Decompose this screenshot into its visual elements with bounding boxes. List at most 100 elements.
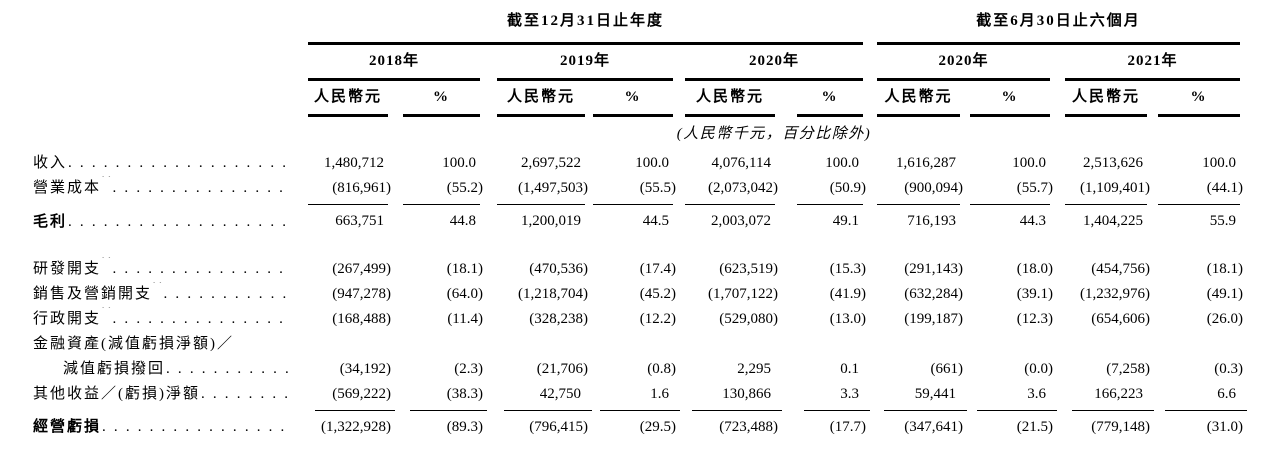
cell-value: 1,480,712 (324, 155, 384, 171)
cell-value: 663,751 (308, 204, 388, 235)
table-row: 經營虧損 (1,322,928) (89.3) (796,415)(29.5) (723… (0, 409, 1247, 441)
cell-value: 4,076,114 (711, 155, 771, 171)
cell-value: 44.8 (403, 204, 480, 235)
dot-leader (164, 282, 290, 307)
dot-leader (113, 257, 290, 282)
cell-value: (1,218,704) (518, 285, 588, 302)
row-label-text: 其他收益／(虧損)淨額 (33, 385, 200, 402)
row-label: 營業成本(1) (0, 176, 308, 201)
cell-value: (64.0) (446, 285, 483, 302)
unit-note-row: (人民幣千元，百分比除外) (0, 117, 1240, 151)
row-label: 研發開支(1) (0, 257, 308, 282)
footnote-marker: (1) (101, 257, 112, 278)
period-header-row: 截至12月31日止年度 截至6月30日止六個月 (0, 1, 1240, 45)
row-label-text: 研發開支 (33, 260, 102, 277)
year-header-2021-interim: 2021年 (1065, 45, 1240, 81)
cell-value: (7,258) (1106, 360, 1150, 377)
cell-value: (1,497,503) (518, 180, 588, 196)
dot-leader (68, 151, 290, 176)
cell-value: (12.3) (1016, 310, 1053, 327)
row-label: 銷售及營銷開支(1) (0, 282, 308, 307)
cell-value: (2,073,042) (708, 180, 778, 196)
cell-value: 1.6 (650, 385, 669, 402)
cell-value: (900,094) (904, 180, 963, 196)
cell-value: 2,697,522 (521, 155, 581, 171)
cell-value: 59,441 (914, 385, 956, 402)
period-header-interim: 截至6月30日止六個月 (877, 1, 1240, 45)
row-label-text: 減值虧損撥回 (63, 360, 166, 377)
column-header-amount: 人民幣元 (308, 81, 388, 117)
cell-value: (45.2) (639, 285, 676, 302)
column-header-amount: 人民幣元 (497, 81, 585, 117)
cell-value: 100.0 (635, 155, 669, 171)
cell-value: (39.1) (1016, 285, 1053, 302)
cell-value: 6.6 (1217, 385, 1236, 402)
cell-value: (654,606) (1091, 310, 1150, 327)
dot-leader (113, 176, 290, 201)
cell-value: (49.1) (1206, 285, 1243, 302)
cell-value: 1,200,019 (497, 204, 585, 235)
year-header-2019: 2019年 (497, 45, 673, 81)
cell-value: (31.0) (1165, 409, 1247, 441)
cell-value: (17.7) (804, 409, 870, 441)
row-label: 收入 (0, 151, 308, 176)
row-label-text: 行政開支 (33, 310, 102, 327)
cell-value: (723,488) (692, 409, 782, 441)
footnote-marker: (1) (152, 282, 163, 303)
cell-value: (632,284) (904, 285, 963, 302)
cell-value: (18.0) (1016, 260, 1053, 277)
table-row: 營業成本(1) (816,961) (55.2) (1,497,503) (55.5) (… (0, 176, 1243, 201)
row-label: 毛利 (0, 204, 308, 235)
cell-value: 44.3 (970, 204, 1050, 235)
cell-value: 42,750 (539, 385, 581, 402)
cell-value: (18.1) (446, 260, 483, 277)
cell-value: (328,238) (529, 310, 588, 327)
cell-value: (26.0) (1206, 310, 1243, 327)
cell-value: (18.1) (1206, 260, 1243, 277)
column-header-percent: % (593, 81, 673, 117)
cell-value: 2,003,072 (685, 204, 775, 235)
period-header-annual: 截至12月31日止年度 (308, 1, 863, 45)
cell-value: (1,109,401) (1080, 180, 1150, 196)
cell-value: (13.0) (829, 310, 866, 327)
cell-value: (1,707,122) (708, 285, 778, 302)
cell-value: 3.6 (1027, 385, 1046, 402)
cell-value: (661) (930, 360, 964, 377)
cell-value: (41.9) (829, 285, 866, 302)
cell-value: (816,961) (332, 180, 391, 196)
cell-value: 44.5 (593, 204, 673, 235)
cell-value: 100.0 (1202, 155, 1236, 171)
dot-leader (68, 210, 290, 235)
cell-value: (55.2) (446, 180, 483, 196)
row-label-text: 收入 (33, 155, 68, 171)
cell-value: (11.4) (447, 310, 483, 327)
cell-value: 2,513,626 (1083, 155, 1143, 171)
cell-value: (29.5) (600, 409, 680, 441)
cell-value: (947,278) (332, 285, 391, 302)
row-label: 金融資產(減值虧損淨額)／ (0, 332, 308, 357)
cell-value: (168,488) (332, 310, 391, 327)
table-row: 金融資產(減值虧損淨額)／ (0, 332, 1240, 357)
column-header-percent: % (1158, 81, 1240, 117)
cell-value: (529,080) (719, 310, 778, 327)
footnote-marker: (1) (101, 176, 112, 197)
cell-value: (0.3) (1214, 360, 1243, 377)
row-label: 經營虧損 (0, 410, 308, 441)
cell-value: (50.9) (829, 180, 866, 196)
cell-value: (569,222) (332, 385, 391, 402)
table-row: 行政開支(1) (168,488) (11.4) (328,238) (12.2) (52… (0, 307, 1243, 332)
cell-value: (89.3) (410, 409, 487, 441)
cell-value: (0.8) (647, 360, 676, 377)
spacer-row (0, 235, 1240, 257)
financial-summary-table: 截至12月31日止年度 截至6月30日止六個月 2018年 2019年 2020… (0, 0, 1240, 440)
year-header-2020: 2020年 (685, 45, 863, 81)
table-row: 其他收益／(虧損)淨額 (569,222) (38.3) 42,750 1.6 130,8… (0, 382, 1240, 407)
cell-value: (21.5) (977, 409, 1057, 441)
cell-value: 49.1 (797, 204, 863, 235)
cell-value: (796,415) (504, 409, 592, 441)
cell-value: (1,232,976) (1080, 285, 1150, 302)
cell-value: (55.5) (639, 180, 676, 196)
cell-value: (34,192) (339, 360, 391, 377)
cell-value: (779,148) (1072, 409, 1154, 441)
footnote-marker: (1) (101, 307, 112, 328)
